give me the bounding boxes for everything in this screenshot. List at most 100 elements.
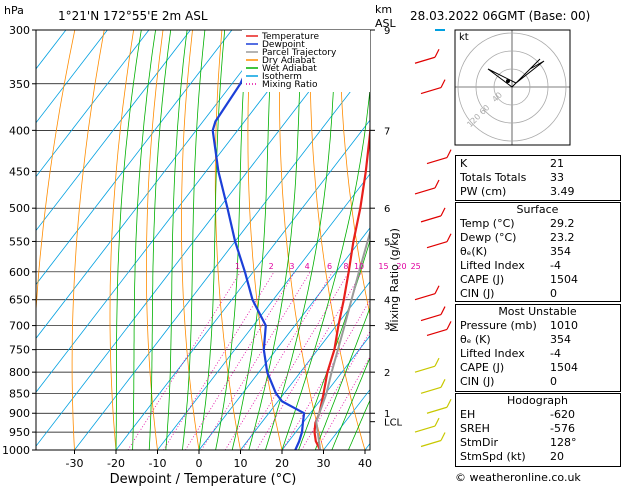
dry-adiabat-line	[214, 30, 241, 450]
temp-tick-label: 0	[196, 457, 203, 470]
datetime-label: 28.03.2022 06GMT (Base: 00)	[410, 9, 590, 23]
pressure-tick-label: 550	[9, 235, 30, 248]
wet-adiabat-line	[265, 30, 337, 450]
pressure-tick-label: 300	[9, 24, 30, 37]
temp-tick-label: -30	[66, 457, 84, 470]
pressure-tick-label: 450	[9, 165, 30, 178]
mixing-ratio-label: 10	[354, 262, 364, 271]
surface-value: 0	[550, 287, 557, 300]
wet-adiabat-line	[148, 30, 172, 450]
index-value: 3.49	[550, 185, 575, 198]
surface-row: θₑ(K) 354	[455, 245, 620, 259]
wind-barb-flag	[434, 179, 440, 189]
wind-barb-flag	[446, 321, 452, 330]
height-tick-label: 7	[384, 126, 390, 137]
temp-tick-label: -20	[107, 457, 125, 470]
wind-barb	[420, 215, 442, 223]
dry-adiabat-line	[36, 30, 76, 317]
most-unstable-value: -4	[550, 347, 561, 360]
legend-label: Temperature	[261, 32, 319, 42]
surface-value: 29.2	[550, 217, 575, 230]
wind-barb-flag	[446, 233, 452, 243]
index-value: 21	[550, 157, 564, 170]
location-label: 1°21'N 172°55'E 2m ASL	[58, 9, 208, 23]
legend-label: Parcel Trajectory	[262, 48, 337, 58]
pressure-tick-label: 850	[9, 387, 30, 400]
pressure-tick-label: 1000	[2, 444, 30, 457]
hodograph-stat-value: 20	[550, 450, 564, 463]
wind-barb-flag	[434, 357, 440, 367]
wet-adiabat-line	[348, 399, 370, 450]
most-unstable-label: CAPE (J)	[460, 361, 505, 374]
wet-adiabat-line	[231, 30, 273, 450]
hodograph-stat-label: EH	[460, 408, 476, 421]
wet-adiabat-line	[281, 85, 370, 450]
legend-box	[242, 30, 370, 92]
surface-label: θₑ(K)	[460, 245, 488, 258]
isotherm-line	[36, 30, 233, 286]
most-unstable-value: 1010	[550, 319, 578, 332]
dry-adiabat-line	[279, 30, 324, 450]
mixing-ratio-line	[282, 299, 370, 450]
pressure-tick-label: 800	[9, 366, 30, 379]
wind-barb	[426, 406, 448, 414]
wet-adiabat-line	[331, 356, 370, 450]
most-unstable-row: Lifted Index -4	[455, 347, 620, 361]
indices-box	[455, 155, 621, 201]
isotherm-line	[281, 335, 370, 450]
most-unstable-label: Pressure (mb)	[460, 319, 537, 332]
most-unstable-label: θₑ (K)	[460, 333, 491, 346]
mixing-ratio-line	[163, 271, 275, 450]
mixing-ratio-line	[185, 271, 296, 450]
legend-label: Isotherm	[262, 72, 302, 82]
hodograph-stat-row: SREH -576	[455, 422, 620, 436]
wind-barb	[426, 241, 448, 249]
wind-barb	[420, 87, 442, 95]
km-label: km	[375, 3, 392, 16]
index-row: K 21	[455, 157, 620, 171]
hodograph-stat-label: SREH	[460, 422, 490, 435]
hodograph-stat-label: StmDir	[460, 436, 499, 449]
temp-tick-label: 10	[234, 457, 248, 470]
hodograph-ring	[457, 32, 567, 142]
isotherm-line	[36, 30, 191, 232]
most-unstable-value: 354	[550, 333, 571, 346]
background-lines	[36, 30, 370, 450]
series-line-parcel-trajectory	[315, 229, 370, 450]
isotherm-line	[36, 30, 150, 178]
hodograph-ring	[475, 50, 549, 124]
mixing-ratio-axis-title: Mixing Ratio (g/kg)	[388, 228, 401, 332]
wind-barb-flag	[446, 398, 452, 408]
hpa-label: hPa	[4, 4, 24, 17]
mixing-ratio-label: 3	[289, 262, 294, 271]
isotherm-line	[157, 173, 370, 450]
most-unstable-label: CIN (J)	[460, 375, 495, 388]
temp-tick-label: 20	[275, 457, 289, 470]
series-line-temperature	[313, 118, 370, 450]
surface-label: CIN (J)	[460, 287, 495, 300]
temp-tick-label: 30	[317, 457, 331, 470]
hodograph-stat-value: -620	[550, 408, 575, 421]
surface-label: Temp (°C)	[460, 217, 515, 230]
wet-adiabat-line	[248, 30, 303, 450]
axes: 3003504004505005506006507007508008509009…	[2, 24, 421, 470]
pressure-tick-label: 650	[9, 294, 30, 307]
surface-label: Lifted Index	[460, 259, 525, 272]
wind-barb	[414, 56, 436, 64]
most-unstable-row: CAPE (J) 1504	[455, 361, 620, 375]
pressure-tick-label: 900	[9, 407, 30, 420]
hodograph-table-title: Hodograph	[507, 394, 568, 407]
hodograph-stat-value: 128°	[550, 436, 577, 449]
surface-label: Dewp (°C)	[460, 231, 517, 244]
wet-adiabat-line	[198, 30, 226, 450]
wind-barb-flag	[440, 379, 446, 388]
height-tick-label: LCL	[384, 418, 403, 429]
wind-barb-flag	[434, 48, 440, 58]
surface-value: 23.2	[550, 231, 575, 244]
asl-label: ASL	[375, 17, 397, 30]
temp-tick-label: 40	[358, 457, 372, 470]
isotherm-line	[36, 30, 274, 339]
mixing-ratio-label: 2	[269, 262, 274, 271]
pressure-tick-label: 750	[9, 344, 30, 357]
